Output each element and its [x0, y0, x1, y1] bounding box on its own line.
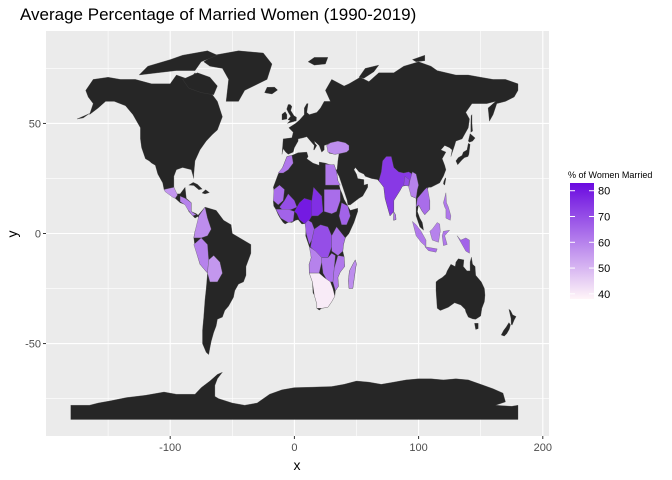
landmass-taiwan: [443, 177, 447, 186]
country-mexico-southern-tip: [163, 187, 178, 199]
country-colombia-ecuador: [193, 206, 212, 239]
country-mainland-southeast-asia: [415, 187, 430, 216]
x-axis: -100 0 100 200: [159, 436, 552, 454]
landmass-new-zealand-north: [508, 308, 517, 326]
legend-ticks: 40 50 60 70 80: [570, 186, 610, 301]
landmass-greenland: [203, 50, 273, 102]
legend-tick-label: 50: [598, 263, 610, 275]
landmass-iceland: [264, 86, 278, 95]
landmass-uk: [286, 104, 297, 124]
landmass-hokkaido: [468, 133, 476, 143]
landmass-baffin-island: [182, 72, 218, 95]
legend-tick-label: 40: [598, 289, 610, 301]
landmass-japan: [455, 143, 471, 166]
country-philippines: [443, 192, 452, 221]
country-bolivia: [207, 255, 223, 283]
x-tick-label: 200: [534, 442, 552, 454]
landmass-severnaya-zemlya: [412, 54, 425, 62]
landmass-new-zealand-south: [500, 322, 511, 337]
landmass-hispaniola: [201, 189, 210, 195]
legend-tick-label: 60: [598, 237, 610, 249]
y-axis-title: y: [4, 231, 20, 238]
country-papua-region: [456, 235, 470, 254]
country-indonesia-borneo: [429, 222, 441, 243]
legend-colorbar: [570, 183, 594, 299]
country-indonesia-sulawesi: [442, 229, 450, 246]
landmass-ireland: [281, 111, 288, 121]
country-west-africa-coast: [275, 209, 295, 223]
landmass-canadian-islands: [138, 50, 218, 76]
country-zambia-zimbabwe: [321, 253, 336, 283]
x-tick-label: 100: [409, 442, 427, 454]
country-sri-lanka-data: [393, 211, 397, 221]
legend-tick-label: 80: [598, 186, 610, 198]
country-myanmar-region: [408, 171, 419, 199]
x-axis-title: x: [294, 457, 301, 473]
country-bangladesh: [403, 176, 410, 187]
legend-tick-label: 70: [598, 212, 610, 224]
country-madagascar-data: [348, 259, 357, 289]
country-sudan-region: [324, 189, 341, 214]
country-indonesia-sumatra: [412, 220, 427, 248]
country-egypt: [325, 164, 341, 186]
x-tick-label: -100: [159, 442, 181, 454]
country-ethiopia-region: [338, 202, 351, 225]
country-chad-region: [311, 186, 324, 217]
y-tick-label: 50: [29, 118, 41, 130]
y-tick-label: 0: [35, 229, 41, 241]
country-data-layer: [163, 140, 470, 309]
x-tick-label: 0: [291, 442, 297, 454]
landmass-tasmania: [474, 323, 479, 330]
landmass-novaya-zemlya: [358, 64, 380, 79]
country-central-america: [179, 195, 197, 217]
landmass-australia: [435, 257, 486, 320]
y-tick-label: -50: [25, 339, 41, 351]
country-turkey: [326, 140, 350, 155]
country-indonesia-java: [424, 246, 438, 253]
landmass-sakhalin: [470, 114, 473, 133]
landmass-cuba: [188, 182, 203, 190]
country-mauritania-region: [273, 184, 285, 206]
landmass-alaska-islands: [76, 113, 90, 120]
chart-title: Average Percentage of Married Women (199…: [20, 5, 416, 24]
country-southern-africa: [309, 272, 335, 309]
landmass-svalbard: [307, 57, 329, 66]
country-morocco: [277, 155, 294, 174]
landmass-antarctica: [70, 371, 519, 420]
y-axis: -50 0 50: [25, 118, 46, 351]
legend-title: % of Women Married: [568, 170, 652, 180]
country-east-africa: [331, 226, 346, 256]
legend: % of Women Married 40 50 60 70 80: [568, 170, 652, 301]
